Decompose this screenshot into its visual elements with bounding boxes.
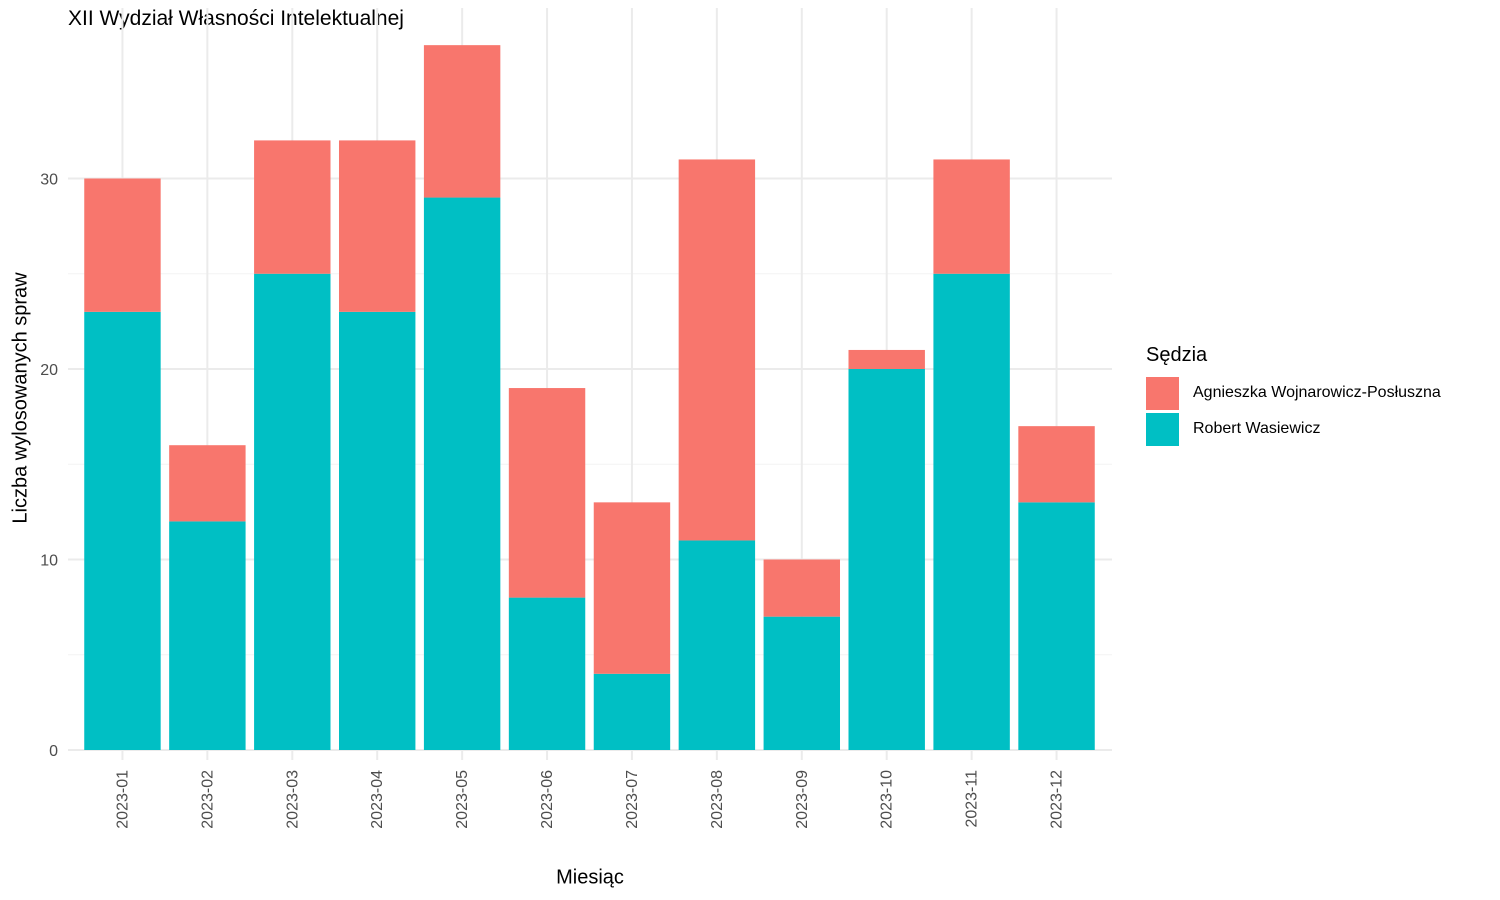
- bar-agnieszka-2023-12: [1018, 426, 1095, 503]
- x-tick-label: 2023-05: [454, 770, 471, 829]
- bar-robert-2023-08: [678, 540, 756, 750]
- x-tick-label: 2023-12: [1049, 770, 1066, 829]
- x-tick-label: 2023-11: [964, 770, 981, 828]
- x-tick-label: 2023-09: [794, 770, 811, 829]
- x-tick-label: 2023-10: [879, 770, 896, 829]
- bar-robert-2023-12: [1018, 502, 1095, 750]
- chart-title: XII Wydział Własności Intelektualnej: [68, 7, 404, 30]
- x-axis-label: Miesiąc: [556, 866, 624, 889]
- bar-robert-2023-10: [848, 369, 925, 750]
- y-tick-label: 20: [40, 362, 58, 379]
- bar-robert-2023-01: [84, 311, 161, 750]
- bar-agnieszka-2023-04: [338, 140, 416, 312]
- legend-item-agnieszka: Agnieszka Wojnarowicz-Posłuszna: [1146, 376, 1441, 410]
- bar-robert-2023-07: [593, 673, 671, 750]
- legend-label-robert: Robert Wasiewicz: [1193, 420, 1321, 437]
- legend-swatch-agnieszka: [1146, 376, 1179, 410]
- legend-title: Sędzia: [1146, 344, 1208, 366]
- y-tick-label: 30: [40, 172, 58, 189]
- x-tick-label: 2023-02: [199, 770, 216, 829]
- bar-robert-2023-03: [254, 273, 331, 750]
- bar-agnieszka-2023-05: [423, 45, 501, 198]
- x-tick-label: 2023-01: [114, 770, 131, 829]
- legend-label-agnieszka: Agnieszka Wojnarowicz-Posłuszna: [1193, 384, 1441, 401]
- y-tick-label: 10: [40, 553, 58, 570]
- bar-agnieszka-2023-03: [254, 140, 331, 274]
- bar-agnieszka-2023-02: [169, 445, 246, 522]
- bar-robert-2023-05: [423, 197, 501, 751]
- bar-robert-2023-04: [338, 311, 416, 750]
- bar-agnieszka-2023-11: [933, 159, 1010, 274]
- bar-robert-2023-11: [933, 273, 1010, 750]
- x-tick-label: 2023-06: [539, 770, 556, 829]
- bar-agnieszka-2023-09: [763, 559, 841, 617]
- bar-agnieszka-2023-07: [593, 502, 671, 674]
- bar-robert-2023-09: [763, 616, 841, 750]
- y-tick-label: 0: [49, 743, 58, 760]
- bar-agnieszka-2023-10: [848, 349, 925, 369]
- bar-robert-2023-02: [169, 521, 246, 750]
- bar-agnieszka-2023-08: [678, 159, 756, 541]
- bar-robert-2023-06: [508, 597, 586, 750]
- x-tick-label: 2023-07: [624, 770, 641, 829]
- legend: Sędzia Agnieszka Wojnarowicz-Posłuszna R…: [1146, 344, 1441, 448]
- legend-item-robert: Robert Wasiewicz: [1146, 412, 1441, 446]
- x-tick-label: 2023-03: [284, 770, 301, 829]
- x-tick-label: 2023-04: [369, 770, 386, 829]
- legend-swatch-robert: [1146, 412, 1179, 446]
- x-tick-label: 2023-08: [709, 770, 726, 829]
- bar-agnieszka-2023-06: [508, 388, 586, 598]
- bar-agnieszka-2023-01: [84, 178, 161, 312]
